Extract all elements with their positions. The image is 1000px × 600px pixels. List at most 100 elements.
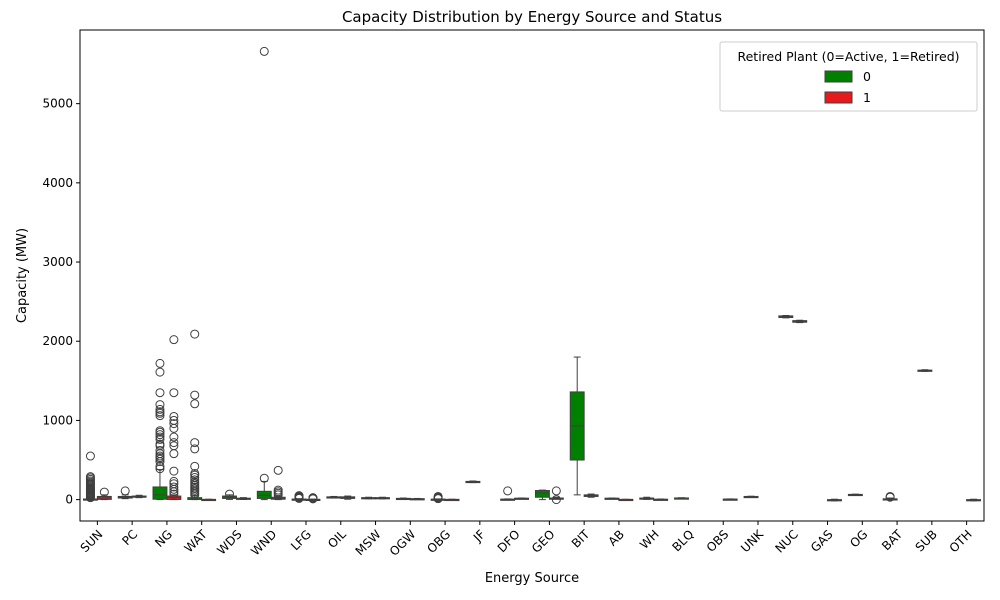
outlier-point [169,388,179,398]
outlier-point [169,438,179,448]
outlier-point [225,489,235,499]
outlier-point [169,489,179,499]
box-NUC-0 [778,314,794,319]
x-tick-label: BAT [879,527,906,554]
outlier-point [273,485,283,495]
legend-label-1: 1 [863,90,871,105]
outlier-point [190,475,200,485]
outlier-point [169,415,179,425]
box-SUN-1 [96,487,112,501]
box-WAT-0 [187,329,203,501]
series-0-group [82,46,933,504]
x-tick-label: GAS [808,527,836,555]
outlier-point [155,400,165,410]
outlier-point [259,473,269,483]
y-tick-label: 0 [65,493,73,507]
outlier-point [155,451,165,461]
outlier-point [155,432,165,442]
x-tick-label: PC [119,527,140,548]
box-NUC-1 [792,319,808,324]
outlier-point [273,465,283,475]
y-tick-label: 3000 [42,255,73,269]
legend: Retired Plant (0=Active, 1=Retired) 01 [719,41,978,112]
box-WND-0 [256,46,272,501]
chart-title: Capacity Distribution by Energy Source a… [342,8,722,26]
outlier-point [155,461,165,471]
x-tick-label: OIL [325,527,349,551]
box-OBG-0 [430,491,446,504]
outlier-point [190,444,200,454]
outlier-point [190,477,200,487]
box-WH-0 [639,496,655,500]
box-MSW-0 [361,496,377,500]
outlier-point [169,419,179,429]
x-tick-label: BIT [569,527,593,551]
legend-title: Retired Plant (0=Active, 1=Retired) [737,49,959,64]
y-axis: 0 1000 2000 3000 4000 5000 [42,97,80,507]
x-tick-label: LFG [288,527,314,553]
box-OBS-1 [722,498,738,501]
box-GEO-1 [548,486,564,505]
x-tick-label: OTH [947,527,975,555]
box-DFO-0 [500,486,516,501]
box-BLQ-0 [674,497,689,500]
outlier-point [169,449,179,459]
box-OG-0 [847,493,863,497]
box-iqr [534,490,550,498]
outlier-point [169,423,179,433]
outlier-point [155,404,165,414]
outlier-point [85,451,95,461]
box-WND-1 [270,465,286,501]
box-PC-0 [117,486,133,500]
outlier-point [551,486,561,496]
outlier-point [155,388,165,398]
x-tick-label: BLQ [669,527,696,554]
y-axis-title: Capacity (MW) [15,228,30,323]
x-tick-label: JF [470,527,488,545]
outlier-point [308,493,318,503]
x-axis-title: Energy Source [485,571,579,586]
box-OTH-1 [966,498,982,502]
box-LFG-0 [291,491,307,503]
box-BIT-1 [583,493,599,498]
box-DFO-1 [514,497,530,500]
x-tick-label: OBG [424,527,453,556]
outlier-point [155,439,165,449]
outlier-point [169,432,179,442]
box-OIL-1 [340,495,356,500]
box-iqr [152,486,168,500]
box-OIL-0 [326,495,342,499]
outlier-point [155,446,165,456]
box-AB-0 [604,497,620,500]
x-tick-label: DFO [495,527,523,555]
x-tick-label: SUN [78,527,106,555]
box-OBG-1 [444,498,460,502]
x-tick-label: SUB [913,527,940,554]
outlier-point [155,358,165,368]
box-BAT-0 [882,491,898,502]
box-SUB-0 [917,369,933,372]
box-WAT-1 [201,498,217,502]
x-tick-label: AB [606,527,628,549]
x-axis: SUN PC NG WAT WDS WND LFG OIL MSW OGW OBG JF DFO GEO B… [78,521,975,559]
outlier-point [169,335,179,345]
box-AB-1 [618,498,634,502]
box-MSW-1 [375,496,390,500]
x-tick-label: NG [152,527,175,550]
outlier-point [551,495,561,505]
box-OGW-1 [409,497,425,501]
boxes-layer [82,46,982,505]
box-OGW-0 [395,497,411,501]
x-tick-label: UNK [738,526,767,555]
x-tick-label: OG [847,527,870,550]
x-tick-label: WAT [182,527,211,556]
outlier-point [155,411,165,421]
x-tick-label: WND [248,527,279,558]
outlier-point [190,472,200,482]
y-tick-label: 4000 [42,176,73,190]
outlier-point [259,46,269,56]
x-tick-label: OGW [387,527,419,559]
outlier-point [169,482,179,492]
box-GEO-0 [534,489,550,501]
